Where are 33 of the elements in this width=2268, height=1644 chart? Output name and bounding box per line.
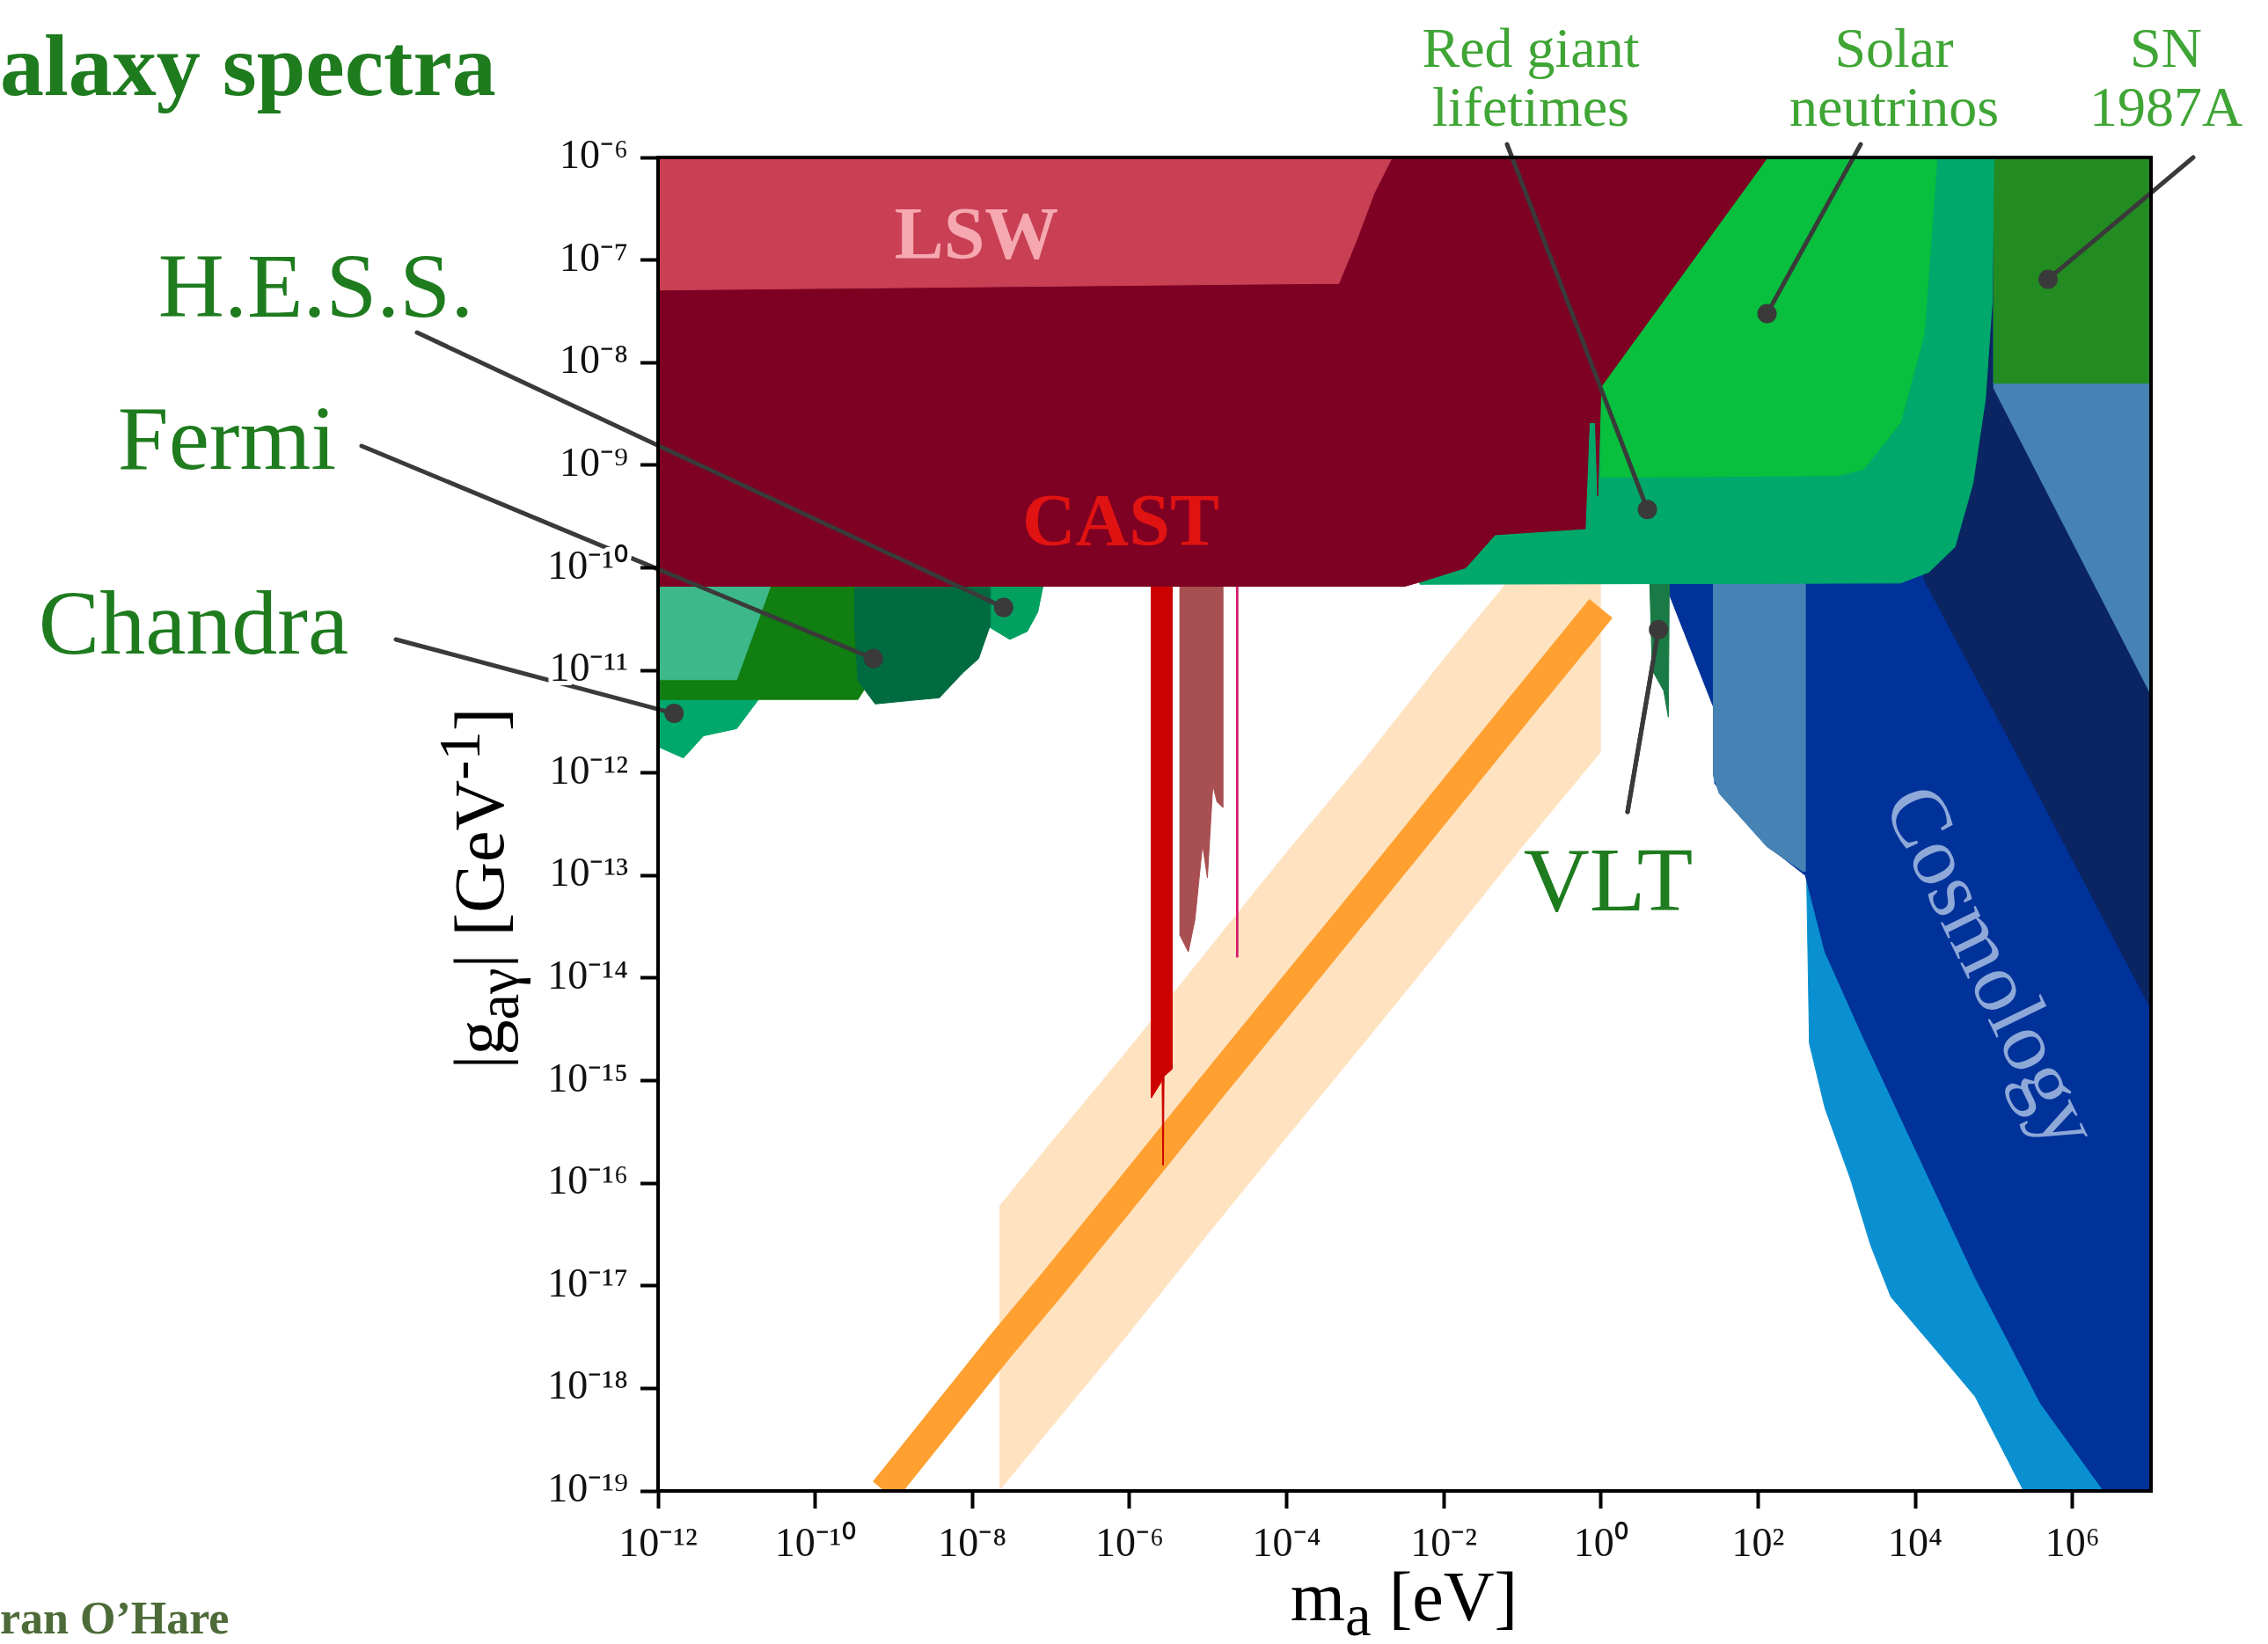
- x-tick-label: 10⁻¹²: [618, 1519, 698, 1565]
- y-tick-label: 10⁻⁹: [559, 439, 628, 485]
- text: ran O’Hare: [0, 1592, 230, 1643]
- x-tick-label: 10⁻⁶: [1094, 1519, 1164, 1565]
- annotation: H.E.S.S.: [157, 235, 474, 337]
- x-tick-label: 10⁰: [1573, 1519, 1628, 1565]
- x-tick-label: 10²: [1731, 1519, 1785, 1565]
- y-tick-label: 10⁻¹⁶: [547, 1158, 628, 1203]
- y-tick-label: 10⁻⁷: [559, 234, 628, 280]
- annotation: Solar neutrinos: [1789, 16, 2000, 138]
- annotation: Fermi: [117, 387, 337, 489]
- y-tick-label: 10⁻¹²: [549, 747, 628, 793]
- annotation: Red giant lifetimes: [1422, 16, 1640, 138]
- y-tick-label: 10⁻¹⁴: [547, 953, 628, 997]
- annotation: SN 1987A: [2089, 16, 2243, 138]
- y-tick-label: 10⁻¹³: [549, 850, 628, 895]
- y-tick-label: 10⁻¹⁰: [547, 542, 628, 588]
- chart-title: alaxy spectra: [0, 17, 496, 114]
- y-tick-label: 10⁻⁸: [559, 337, 628, 383]
- y-tick-label: 10⁻¹⁵: [547, 1055, 628, 1100]
- x-tick-label: 10⁴: [1888, 1519, 1943, 1565]
- annotation: Chandra: [38, 572, 349, 674]
- x-tick-label: 10⁻¹⁰: [774, 1519, 856, 1565]
- annotation: LSW: [894, 192, 1059, 274]
- y-tick-label: 10⁻⁶: [559, 132, 628, 178]
- y-tick-label: 10⁻¹⁹: [547, 1465, 628, 1511]
- y-tick-label: 10⁻¹⁷: [547, 1260, 628, 1305]
- x-tick-label: 10⁻⁸: [938, 1519, 1007, 1565]
- annotation: CAST: [1021, 479, 1220, 561]
- y-tick-label: 10⁻¹¹: [549, 645, 628, 690]
- annotation: VLT: [1523, 829, 1694, 931]
- x-tick-label: 10⁶: [2045, 1519, 2100, 1565]
- y-tick-label: 10⁻¹⁸: [547, 1363, 628, 1408]
